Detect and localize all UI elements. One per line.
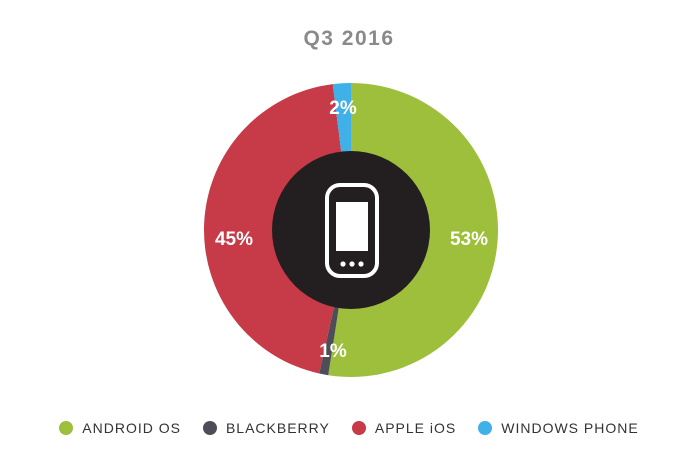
slice-label-blackberry: 1% [319,341,347,362]
legend-label-apple: APPLE iOS [374,420,457,436]
legend-label-windows: WINDOWS PHONE [501,420,639,436]
slice-windows [332,83,351,171]
slice-label-windows: 2% [329,98,357,119]
chart-legend: ANDROID OS BLACKBERRY APPLE iOS WINDOWS … [0,420,698,436]
legend-swatch-windows [478,421,493,435]
legend-swatch-android [59,421,74,435]
legend-item-android: ANDROID OS [59,420,181,436]
slice-labels: 53% 1% 45% 2% [215,98,488,362]
legend-swatch-apple [351,421,366,435]
legend-label-android: ANDROID OS [82,420,181,436]
slice-label-apple: 45% [215,229,253,250]
chart-title: Q3 2016 [303,27,395,50]
slice-blackberry [319,288,342,376]
legend-item-apple: APPLE iOS [351,420,457,436]
legend-swatch-blackberry [202,421,217,435]
slice-label-android: 53% [450,229,488,250]
legend-item-windows: WINDOWS PHONE [478,420,638,436]
legend-label-blackberry: BLACKBERRY [225,420,330,436]
legend-item-blackberry: BLACKBERRY [202,420,330,436]
smartphone-icon [325,183,379,278]
